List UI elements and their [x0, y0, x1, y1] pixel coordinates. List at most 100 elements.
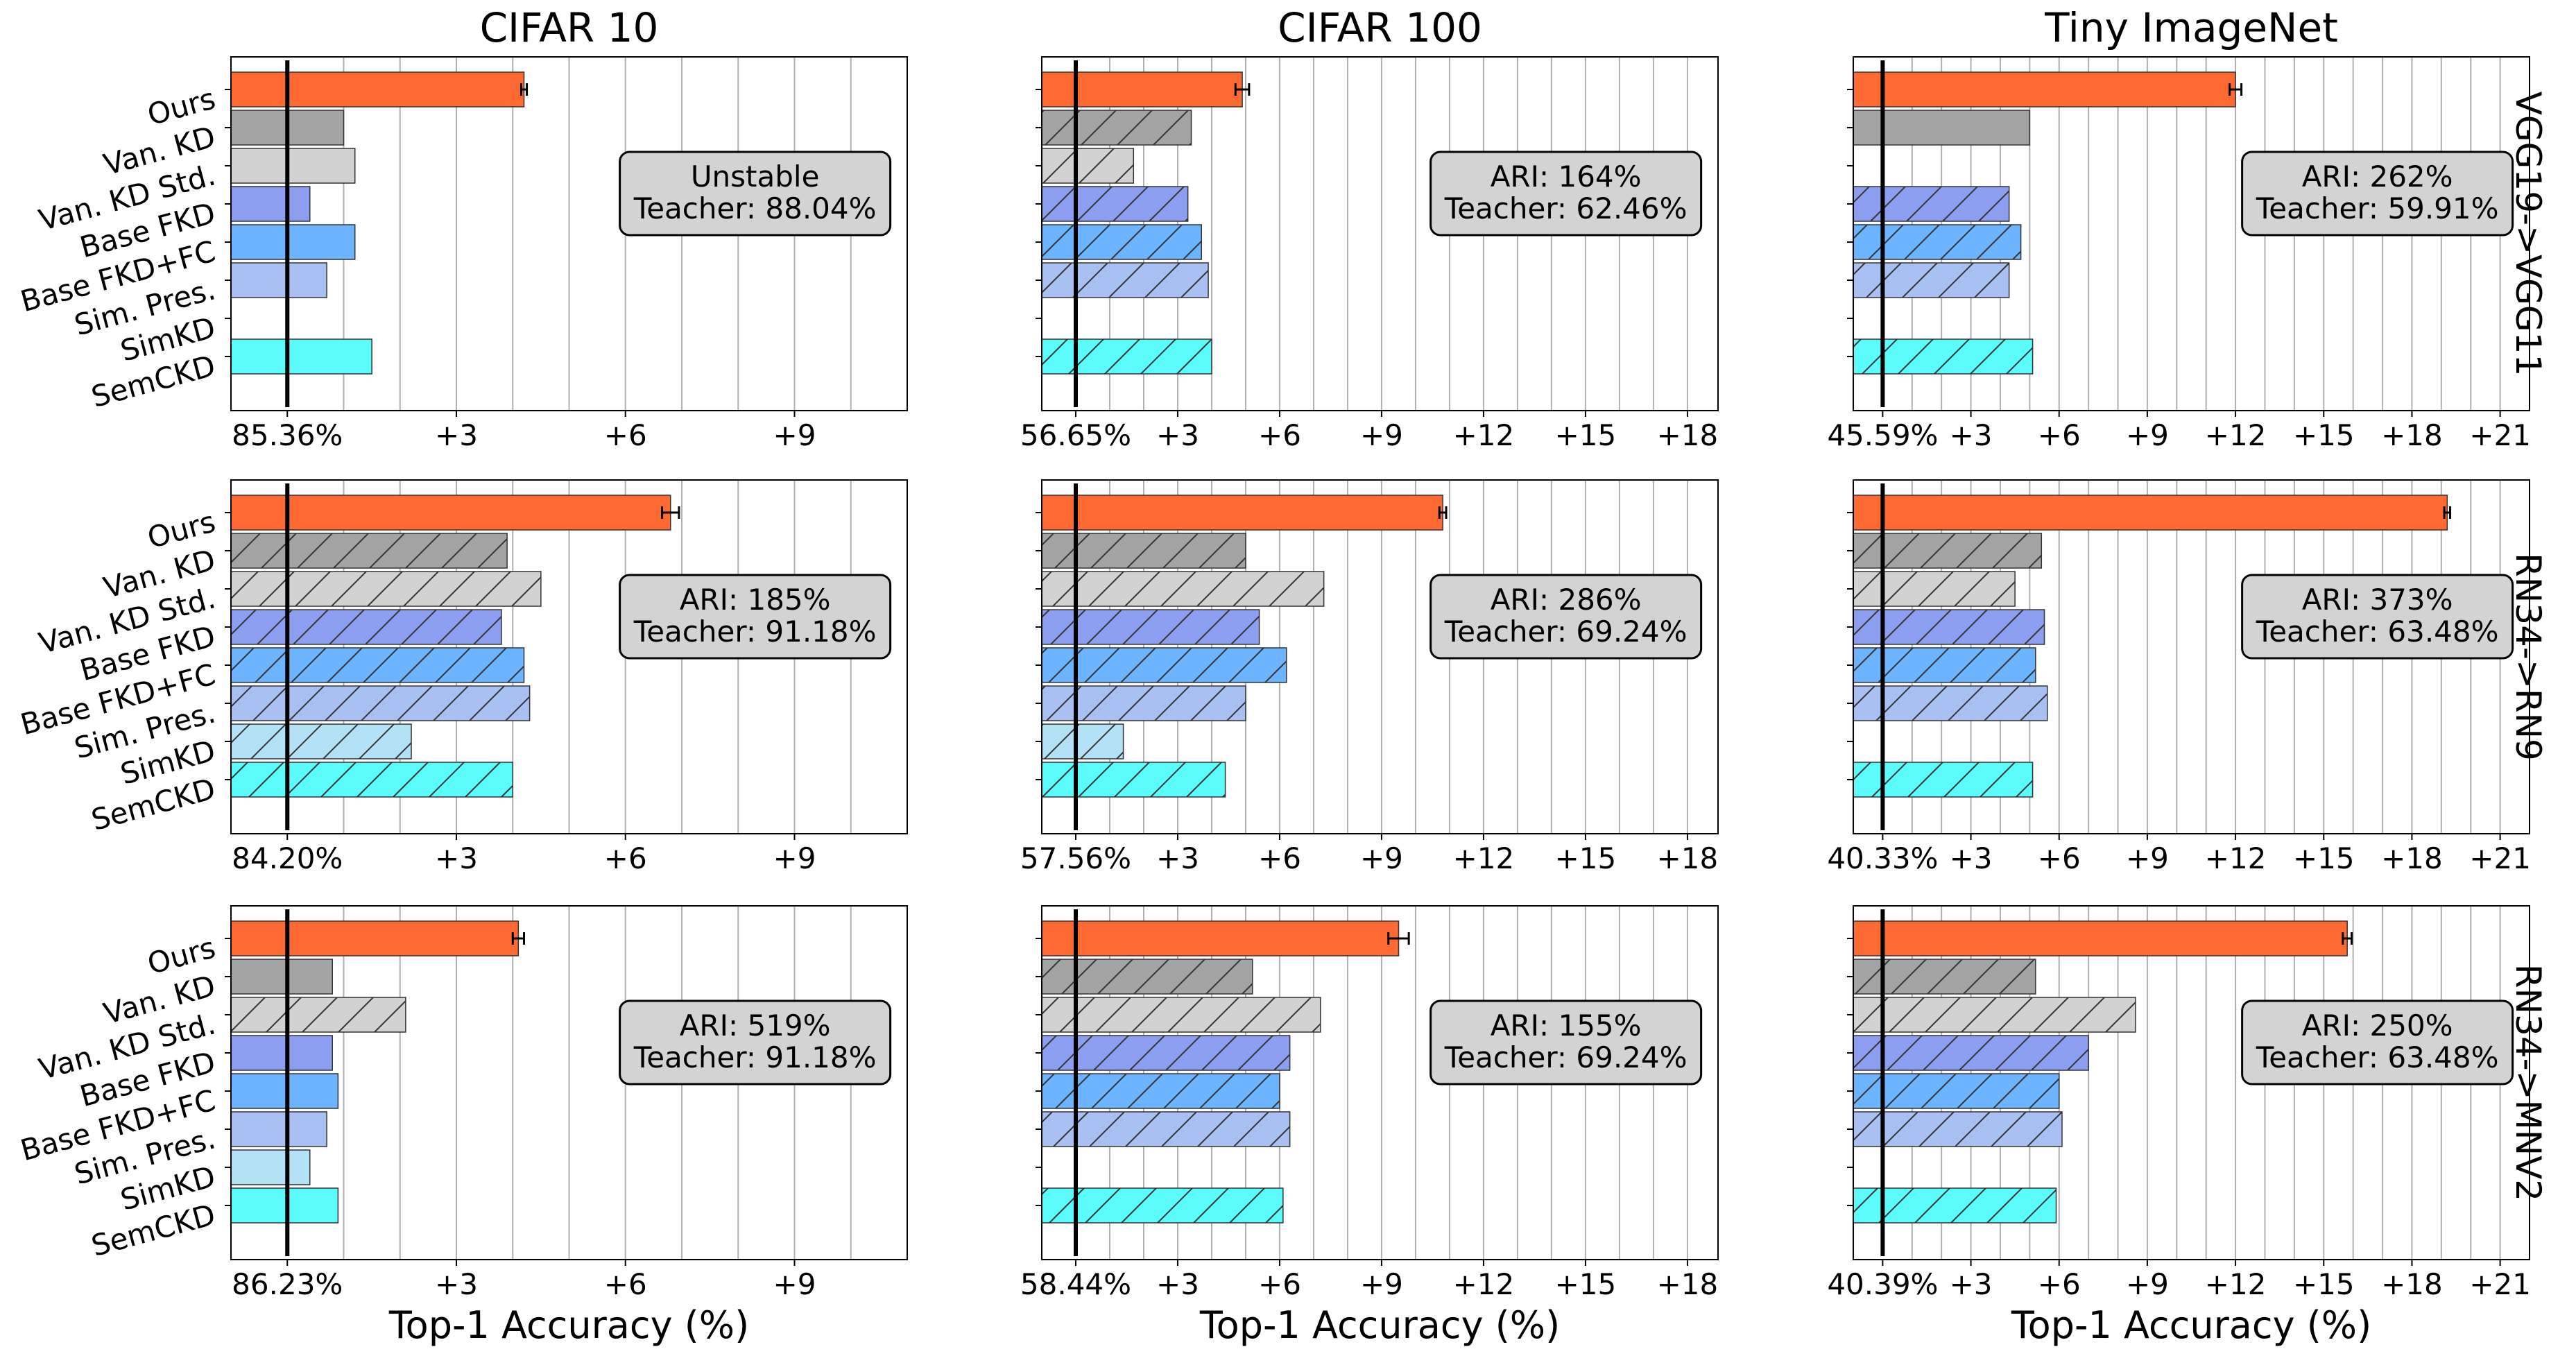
baseline-tick-label: 40.39%	[1827, 1267, 1938, 1301]
bar-hatch	[231, 572, 541, 606]
bar-hatch	[1042, 610, 1260, 644]
annotation-text: Teacher: 91.18%	[633, 1040, 877, 1074]
bar-base-fkd-fc	[230, 1073, 339, 1109]
bar-hatch	[1853, 1074, 2059, 1108]
x-tick-label: +9	[773, 1267, 816, 1301]
x-tick-label: +3	[435, 841, 478, 875]
annotation-text: Teacher: 62.46%	[1444, 191, 1688, 225]
x-tick-label: +3	[435, 418, 478, 452]
annotation-text: Teacher: 63.48%	[2256, 1040, 2499, 1074]
plot-frame	[230, 56, 908, 411]
bar-hatch	[1042, 110, 1192, 145]
bar-ours	[1853, 920, 2348, 956]
x-tick-label: +6	[2038, 418, 2081, 452]
baseline-tick-label: 56.65%	[1020, 418, 1131, 452]
column-title: CIFAR 10	[480, 4, 659, 51]
annotation-text: Teacher: 59.91%	[2256, 191, 2499, 225]
bar-hatch	[1042, 997, 1321, 1032]
x-tick-label: +15	[1555, 1267, 1617, 1301]
bar-hatch	[1042, 686, 1246, 721]
x-tick-label: +21	[2469, 841, 2531, 875]
subplot-r2-c1: 58.44% +3 +6 +9 +12 +15 +18 ARI: 155%Teacher: 6…	[1020, 905, 1719, 1347]
bar-semckd	[230, 1187, 339, 1224]
bar-ours	[1041, 71, 1243, 108]
bar-hatch	[1853, 686, 2047, 721]
bar-hatch	[231, 686, 530, 721]
bar-van-kd	[1853, 110, 2031, 146]
baseline-tick-label: 45.59%	[1827, 418, 1938, 452]
annotation-box	[2241, 574, 2514, 660]
bar-hatch	[1042, 572, 1324, 606]
bar-hatch	[1042, 225, 1202, 259]
bar-hatch	[1042, 1188, 1283, 1223]
x-tick-label: +9	[2126, 1267, 2169, 1301]
x-tick-label: +3	[1950, 418, 1993, 452]
annotation-text: ARI: 164%	[1491, 160, 1642, 194]
bar-sim-pres-	[230, 1111, 327, 1147]
plot-frame	[1853, 905, 2530, 1260]
x-tick-label: +15	[1555, 418, 1617, 452]
annotation-text: ARI: 286%	[1491, 583, 1642, 617]
x-tick-label: +18	[2381, 1267, 2443, 1301]
bar-hatch	[1042, 263, 1209, 298]
annotation-box	[2241, 151, 2514, 237]
x-tick-label: +15	[2293, 418, 2355, 452]
baseline-tick-label: 57.56%	[1020, 841, 1131, 875]
bar-hatch	[231, 533, 508, 568]
annotation-text: Teacher: 88.04%	[633, 191, 877, 225]
x-tick-label: +18	[1657, 418, 1719, 452]
x-tick-label: +9	[2126, 841, 2169, 875]
x-tick-label: +6	[1258, 418, 1301, 452]
bar-hatch	[1042, 1074, 1280, 1108]
bar-hatch	[1853, 339, 2033, 374]
x-tick-label: +9	[1360, 418, 1403, 452]
bar-base-fkd	[230, 186, 311, 222]
bar-hatch	[1853, 1036, 2089, 1070]
x-tick-label: +12	[2205, 841, 2267, 875]
x-tick-label: +18	[2381, 418, 2443, 452]
bar-hatch	[1853, 1188, 2056, 1223]
x-axis-label: Top-1 Accuracy (%)	[388, 1303, 749, 1347]
x-tick-label: +3	[1156, 841, 1199, 875]
annotation-box	[619, 999, 892, 1085]
x-tick-label: +9	[1360, 1267, 1403, 1301]
bar-ours	[230, 920, 520, 956]
annotation-box	[1429, 574, 1703, 660]
baseline-tick-label: 86.23%	[232, 1267, 343, 1301]
plot-frame	[1041, 479, 1719, 834]
column-title: CIFAR 100	[1278, 4, 1482, 51]
x-tick-label: +6	[604, 841, 647, 875]
plot-frame	[1853, 56, 2530, 411]
baseline-tick-label: 40.33%	[1827, 841, 1938, 875]
annotation-text: ARI: 262%	[2302, 160, 2453, 194]
baseline-tick-label: 58.44%	[1020, 1267, 1131, 1301]
x-tick-label: +18	[1657, 1267, 1719, 1301]
bar-hatch	[1853, 263, 2009, 298]
x-tick-label: +12	[1453, 1267, 1515, 1301]
plot-frame	[230, 905, 908, 1260]
x-axis-label: Top-1 Accuracy (%)	[2011, 1303, 2371, 1347]
x-tick-label: +9	[773, 841, 816, 875]
x-tick-label: +12	[1453, 418, 1515, 452]
bar-ours	[1853, 71, 2236, 108]
bar-hatch	[1853, 225, 2021, 259]
annotation-text: Unstable	[691, 160, 820, 194]
x-tick-label: +9	[2126, 418, 2169, 452]
bar-hatch	[1853, 572, 2016, 606]
annotation-text: ARI: 373%	[2302, 583, 2453, 617]
bar-hatch	[231, 648, 524, 683]
annotation-text: Teacher: 63.48%	[2256, 615, 2499, 649]
plot-frame	[1853, 479, 2530, 834]
x-tick-label: +3	[1156, 418, 1199, 452]
x-tick-label: +3	[435, 1267, 478, 1301]
x-tick-label: +3	[1950, 841, 1993, 875]
bar-hatch	[1042, 648, 1287, 683]
bar-hatch	[1853, 1112, 2062, 1147]
bar-hatch	[1042, 959, 1253, 994]
annotation-text: ARI: 185%	[680, 583, 831, 617]
subplot-r0-c1: 56.65% +3 +6 +9 +12 +15 +18 ARI: 164%Teacher: 6…	[1020, 4, 1719, 452]
bar-hatch	[1042, 1112, 1290, 1147]
x-tick-label: +18	[2381, 841, 2443, 875]
